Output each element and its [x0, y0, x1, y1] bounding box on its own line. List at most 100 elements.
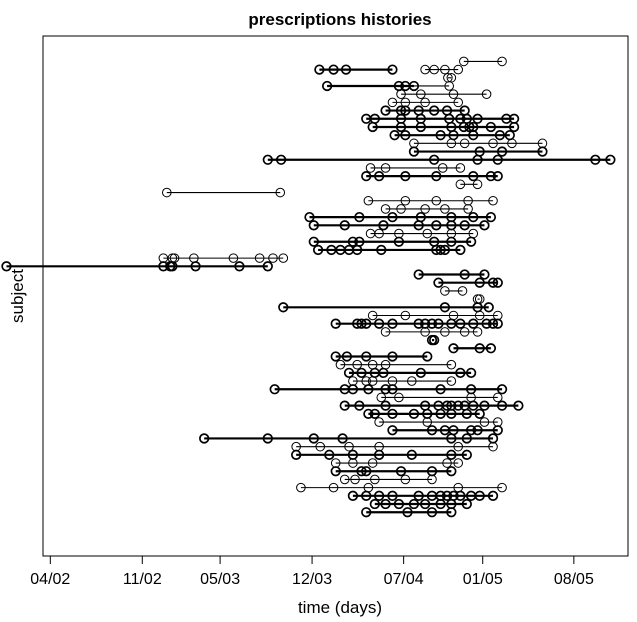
prescription-point [483, 302, 494, 313]
prescription-point [479, 417, 490, 427]
prescription-point [373, 170, 385, 182]
prescription-point [363, 408, 374, 420]
prescription-point [487, 277, 499, 288]
prescription-point [413, 220, 424, 231]
x-tick-label: 08/05 [554, 571, 594, 588]
prescription-point [387, 351, 398, 362]
prescription-point [485, 343, 497, 354]
prescription-point [428, 334, 440, 346]
prescription-point [393, 498, 405, 510]
prescription-point [435, 244, 446, 256]
prescription-point [427, 474, 437, 485]
prescription-point [461, 433, 472, 444]
prescription-point [459, 138, 470, 149]
subject-history-26 [158, 253, 289, 263]
subject-history-33 [367, 310, 503, 321]
prescription-point [363, 195, 374, 206]
subject-history-23 [365, 228, 479, 239]
prescription-point [433, 318, 444, 329]
prescription-point [459, 269, 470, 280]
prescription-point [453, 441, 464, 452]
subject-history-43 [376, 392, 503, 403]
prescription-point [590, 154, 601, 165]
chart-title: prescriptions histories [248, 10, 431, 29]
subject-history-40 [343, 367, 477, 379]
subject-history-19 [363, 195, 498, 206]
prescription-point [387, 425, 398, 436]
prescription-point [468, 170, 479, 182]
subject-history-48 [199, 433, 499, 444]
prescription-point [442, 458, 452, 468]
prescription-point [468, 318, 479, 329]
prescription-point [446, 236, 457, 247]
subject-history-35 [380, 327, 483, 337]
subject-history-25 [312, 244, 466, 256]
prescription-point [492, 392, 503, 403]
subject-history-6 [396, 89, 492, 99]
prescription-point [1, 261, 12, 272]
prescription-point [428, 105, 440, 116]
subject-history-50 [291, 449, 472, 460]
subject-history-11 [389, 130, 515, 141]
subject-history-24 [308, 236, 477, 247]
prescription-point [278, 253, 289, 263]
prescription-point [365, 163, 376, 173]
prescription-point [481, 318, 492, 329]
prescription-point [361, 351, 372, 362]
prescription-point [356, 318, 367, 329]
prescription-point [406, 376, 417, 386]
prescription-point [433, 277, 444, 288]
subject-history-28 [413, 269, 490, 280]
x-axis-label: time (days) [298, 598, 382, 617]
prescription-point [461, 449, 472, 460]
prescription-point [354, 400, 365, 411]
prescription-point [492, 170, 503, 182]
prescription-point [444, 81, 454, 91]
prescription-point [455, 163, 466, 173]
y-axis-label: subject [8, 269, 27, 323]
prescription-point [330, 466, 341, 477]
subject-history-41 [348, 376, 457, 386]
prescription-point [339, 400, 350, 411]
prescription-point [420, 204, 430, 214]
prescription-point [343, 367, 355, 379]
prescription-point [380, 498, 391, 510]
prescription-point [308, 433, 319, 444]
subject-history-3 [443, 72, 457, 83]
prescription-point [497, 56, 507, 67]
prescription-point [361, 507, 372, 518]
prescription-point [367, 458, 378, 468]
x-tick-label: 05/03 [200, 571, 240, 588]
prescription-point [455, 179, 466, 190]
prescription-point [396, 89, 406, 99]
prescription-point [370, 474, 380, 485]
subject-history-8 [380, 105, 470, 116]
prescription-point [472, 425, 483, 436]
prescription-point [420, 97, 430, 108]
prescription-point [446, 376, 457, 386]
prescription-point [394, 392, 404, 403]
prescription-point [291, 449, 302, 460]
prescription-point [488, 138, 498, 149]
prescription-point [435, 384, 446, 395]
prescription-point [330, 318, 341, 329]
prescription-point [453, 97, 464, 108]
prescription-point [492, 318, 503, 329]
prescription-point [431, 170, 442, 182]
prescription-point [361, 466, 372, 477]
prescription-point [455, 318, 466, 329]
prescription-point [308, 236, 319, 247]
prescription-point [439, 302, 451, 313]
prescription-point [373, 490, 385, 501]
prescription-point [453, 64, 464, 75]
prescription-point [190, 261, 201, 272]
prescription-point [380, 204, 391, 214]
prescription-point [228, 253, 239, 263]
prescription-point [446, 433, 457, 444]
prescription-point [468, 211, 479, 223]
prescription-point [373, 318, 385, 329]
prescription-point [413, 318, 424, 329]
subject-history-39 [335, 359, 457, 370]
prescription-point [488, 441, 498, 452]
prescription-point [387, 211, 398, 223]
